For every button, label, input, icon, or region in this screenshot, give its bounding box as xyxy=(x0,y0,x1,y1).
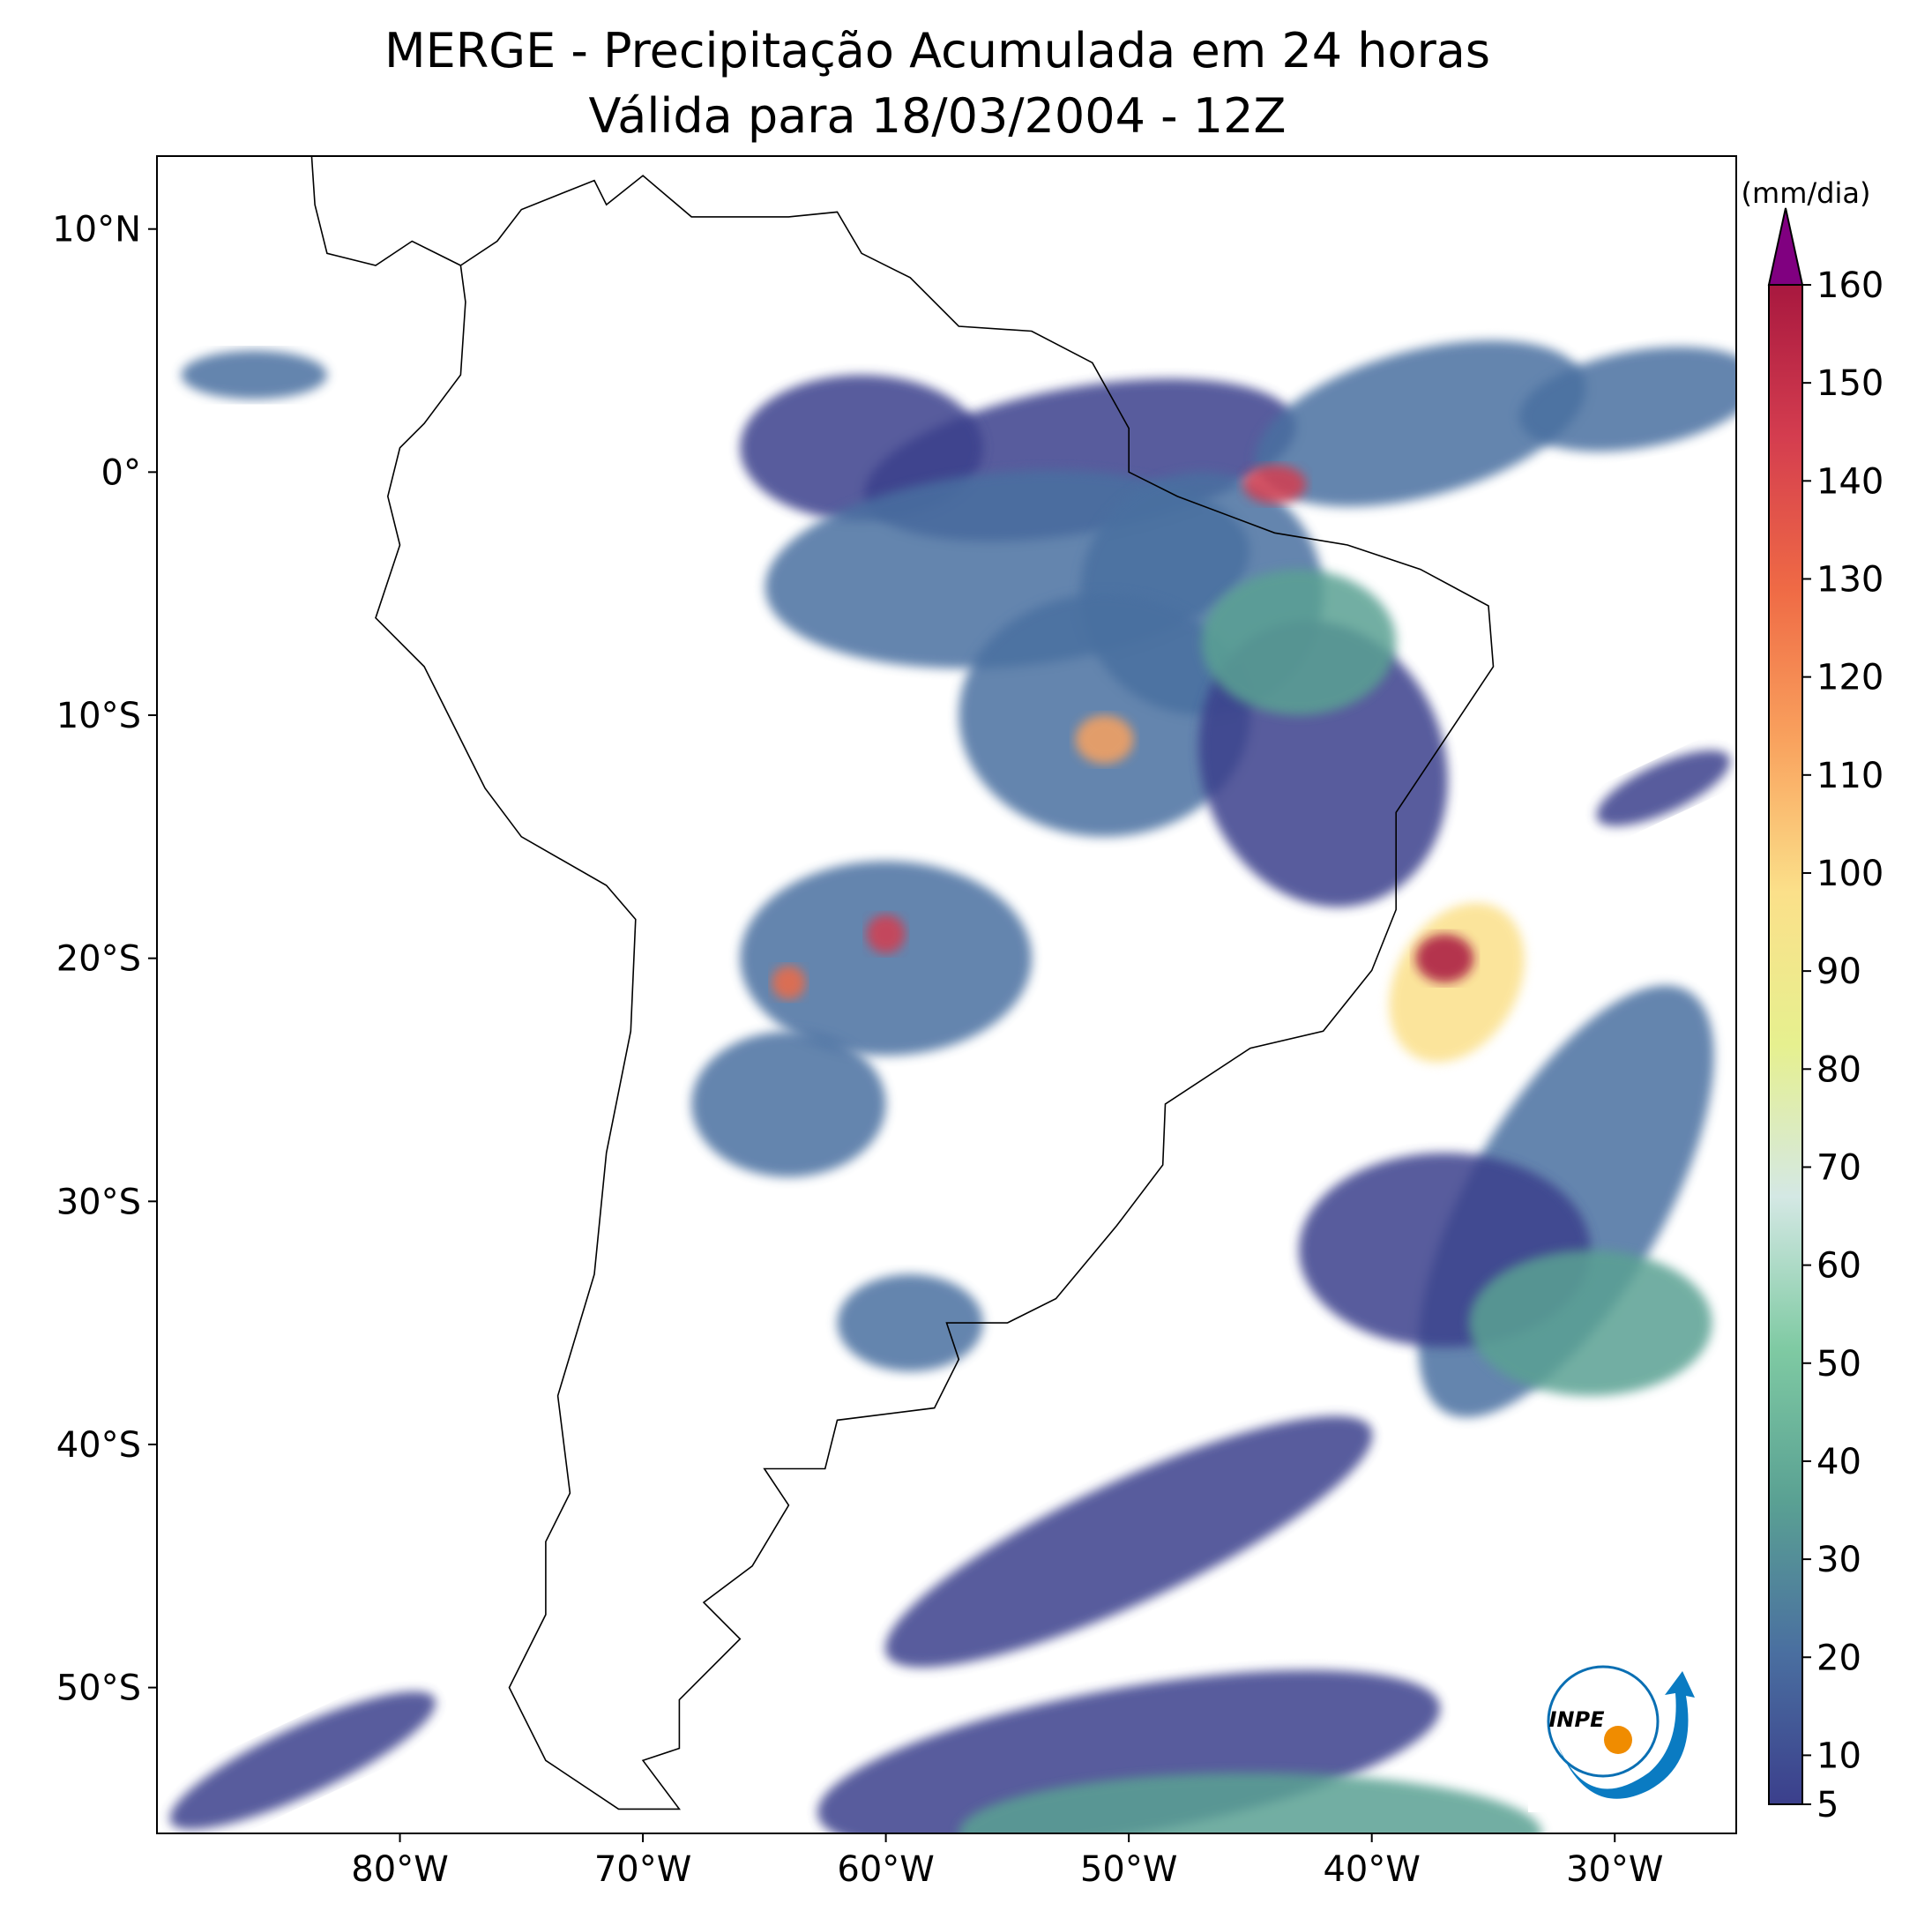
precip-area xyxy=(1596,750,1731,826)
precip-area xyxy=(1518,347,1736,452)
precipitation-field xyxy=(169,340,1736,1833)
precip-area xyxy=(884,1415,1373,1668)
colorbar-tick-label: 30 xyxy=(1816,1540,1861,1580)
precip-area xyxy=(1201,569,1397,715)
precip-area xyxy=(959,593,1250,837)
colorbar-tick-label: 10 xyxy=(1816,1736,1861,1776)
precip-area xyxy=(740,861,1032,1056)
precip-area xyxy=(1255,340,1586,507)
precip-area xyxy=(1075,715,1134,765)
subtitle: Válida para 18/03/2004 - 12Z xyxy=(589,88,1287,144)
x-tick-label: 60°W xyxy=(837,1849,934,1890)
colorbar-tick-label: 60 xyxy=(1816,1246,1861,1287)
x-tick-label: 30°W xyxy=(1566,1849,1663,1890)
precip-area xyxy=(772,965,806,1000)
colorbar-tick-label: 80 xyxy=(1816,1049,1861,1090)
y-tick-label: 10°N xyxy=(52,210,141,250)
colorbar-tick-label: 20 xyxy=(1816,1638,1861,1678)
precip-area xyxy=(1415,934,1474,983)
y-tick-label: 40°S xyxy=(56,1425,141,1466)
central-america-coast xyxy=(310,156,461,266)
colorbar-tick-label: 100 xyxy=(1816,854,1884,894)
colorbar-tick-label: 50 xyxy=(1816,1344,1861,1385)
colorbar-tick-label: 70 xyxy=(1816,1147,1861,1188)
precip-area xyxy=(1468,1250,1712,1396)
colorbar-extend xyxy=(1767,207,1804,286)
precip-area xyxy=(817,1669,1441,1833)
y-tick-label: 20°S xyxy=(56,939,141,980)
x-tick-label: 70°W xyxy=(594,1849,691,1890)
x-tick-label: 50°W xyxy=(1080,1849,1177,1890)
colorbar xyxy=(1768,284,1803,1805)
coastline xyxy=(310,156,1495,1810)
colorbar-label: (mm/dia) xyxy=(1742,176,1871,210)
x-tick-label: 80°W xyxy=(351,1849,448,1890)
colorbar-tick-label: 5 xyxy=(1816,1785,1839,1825)
logo-ring xyxy=(1547,1665,1660,1778)
logo-arrow xyxy=(1556,1671,1695,1799)
y-tick-label: 10°S xyxy=(56,696,141,736)
colorbar-tick-label: 120 xyxy=(1816,658,1884,698)
logo-dot xyxy=(1604,1726,1632,1754)
precip-area xyxy=(959,1773,1542,1833)
y-tick-label: 30°S xyxy=(56,1182,141,1222)
title: MERGE - Precipitação Acumulada em 24 hor… xyxy=(384,23,1490,78)
y-tick-label: 50°S xyxy=(56,1668,141,1709)
y-tick-label: 0° xyxy=(101,452,141,493)
precip-area xyxy=(691,1031,886,1177)
map-frame xyxy=(156,155,1737,1834)
logo-text: INPE xyxy=(1549,1707,1606,1732)
precip-area xyxy=(169,1691,436,1830)
precip-area xyxy=(837,1274,983,1372)
precip-area xyxy=(1389,902,1525,1063)
x-tick-label: 40°W xyxy=(1323,1849,1420,1890)
precip-area xyxy=(1242,465,1307,504)
logo: INPE xyxy=(1528,1665,1704,1812)
colorbar-tick-label: 160 xyxy=(1816,265,1884,306)
colorbar-tick-label: 110 xyxy=(1816,756,1884,796)
colorbar-tick-label: 40 xyxy=(1816,1442,1861,1482)
colorbar-tick-label: 140 xyxy=(1816,461,1884,502)
colorbar-tick-label: 130 xyxy=(1816,559,1884,600)
precip-area xyxy=(740,375,983,521)
precip-area xyxy=(181,350,327,399)
colorbar-tick-label: 90 xyxy=(1816,952,1861,992)
south-america-coast xyxy=(375,175,1495,1810)
precip-area xyxy=(866,914,906,954)
colorbar-tick-label: 150 xyxy=(1816,363,1884,404)
